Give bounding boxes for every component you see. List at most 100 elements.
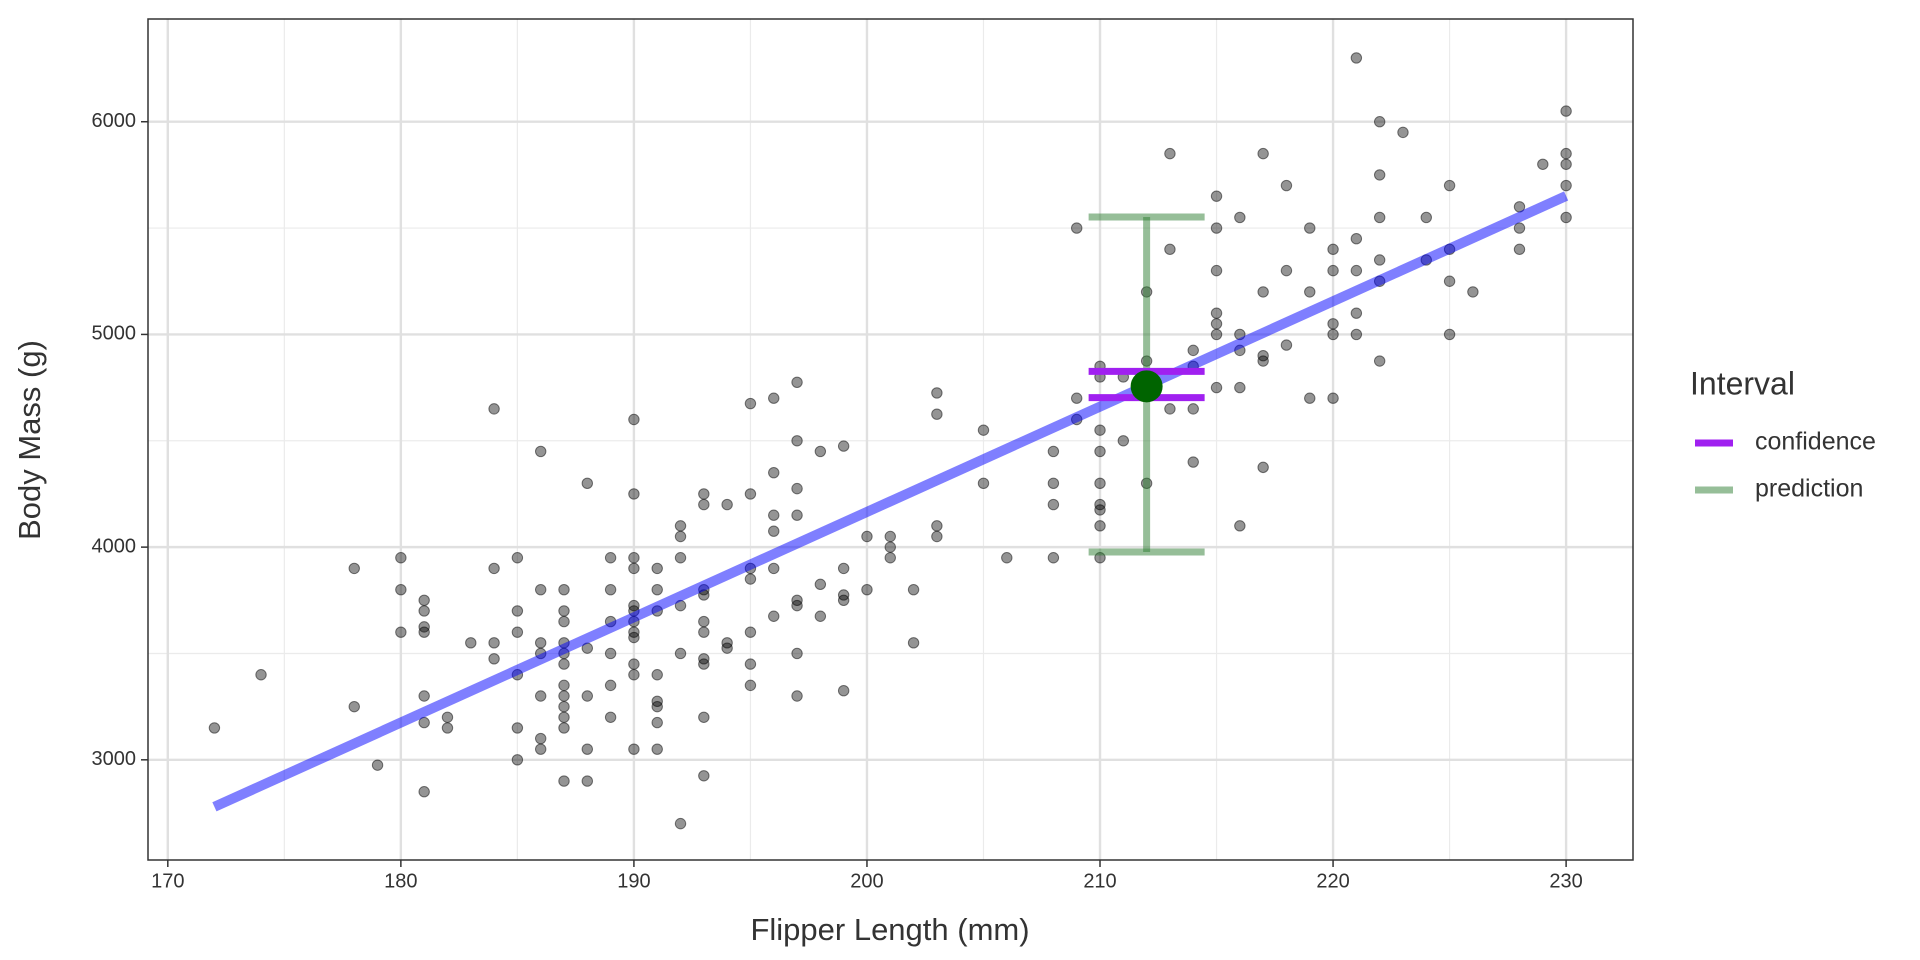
point (1350, 328, 1363, 341)
estimate-point (1130, 370, 1163, 403)
point (581, 775, 594, 787)
point (791, 482, 803, 495)
point (698, 615, 710, 628)
point (768, 466, 780, 479)
point (628, 562, 640, 575)
point (534, 583, 547, 596)
point (651, 743, 663, 755)
point (1210, 328, 1223, 341)
point (744, 658, 757, 670)
point (1280, 264, 1293, 277)
point (581, 477, 594, 490)
point (861, 583, 873, 596)
point (1234, 520, 1246, 532)
point (1210, 381, 1223, 394)
point (1537, 158, 1549, 170)
point (1257, 355, 1269, 367)
point (395, 626, 407, 638)
point (1373, 116, 1386, 128)
point (1560, 179, 1572, 192)
point (814, 578, 827, 591)
point (698, 626, 710, 638)
point (1513, 243, 1526, 256)
point (441, 722, 454, 734)
point (1210, 264, 1223, 277)
point (558, 722, 570, 734)
point (1327, 318, 1339, 330)
point (721, 498, 733, 511)
point (604, 583, 617, 596)
point (558, 700, 570, 713)
point (768, 562, 780, 575)
point (791, 647, 803, 660)
x-tick-label: 230 (1549, 870, 1582, 892)
point (1164, 403, 1176, 415)
point (558, 775, 570, 787)
point (698, 498, 710, 511)
point (768, 525, 780, 537)
point (1560, 158, 1572, 170)
point (1304, 286, 1316, 298)
y-axis-title: Body Mass (g) (12, 340, 47, 540)
point (1257, 147, 1269, 160)
point (465, 637, 477, 649)
point (558, 679, 570, 692)
point (1094, 424, 1106, 436)
point (931, 387, 943, 399)
point (977, 424, 990, 436)
point (488, 653, 500, 665)
point (441, 711, 454, 723)
point (348, 562, 360, 575)
point (511, 552, 524, 564)
point (511, 722, 524, 734)
point (931, 520, 943, 532)
point (395, 583, 407, 596)
y-tick-label: 4000 (92, 535, 137, 557)
point (418, 690, 430, 702)
grid (148, 19, 1633, 860)
point (674, 530, 687, 543)
point (1280, 339, 1293, 351)
point (604, 679, 617, 692)
axes: 170 180 190 200 210 220 230 3000 4000 5000 6000 (92, 110, 1583, 892)
point (1304, 222, 1316, 234)
point (744, 679, 757, 692)
point (651, 562, 663, 575)
point (1047, 498, 1060, 511)
point (744, 397, 757, 410)
point (604, 711, 617, 723)
point (1560, 147, 1572, 160)
point (534, 690, 547, 702)
y-tick-label: 3000 (92, 748, 137, 770)
point (1443, 328, 1456, 341)
point (1443, 179, 1456, 192)
point (744, 626, 757, 638)
x-tick-label: 200 (850, 870, 883, 892)
point (1560, 105, 1572, 117)
point (488, 562, 500, 575)
point (1187, 403, 1199, 415)
point (628, 743, 640, 755)
point (1257, 286, 1269, 298)
point (907, 583, 920, 596)
point (534, 445, 547, 458)
point (744, 573, 757, 585)
point (1094, 445, 1106, 458)
x-tick-label: 190 (617, 870, 650, 892)
x-axis-title: Flipper Length (mm) (750, 912, 1029, 947)
point (768, 392, 780, 404)
point (558, 605, 570, 617)
point (628, 488, 640, 500)
point (651, 700, 663, 713)
point (791, 690, 803, 702)
point (721, 642, 733, 654)
point (1164, 243, 1176, 256)
point (1071, 222, 1083, 234)
point (1513, 222, 1526, 234)
point (488, 637, 500, 649)
point (1327, 392, 1339, 404)
point (791, 376, 803, 388)
point (1373, 355, 1386, 367)
point (814, 610, 827, 622)
